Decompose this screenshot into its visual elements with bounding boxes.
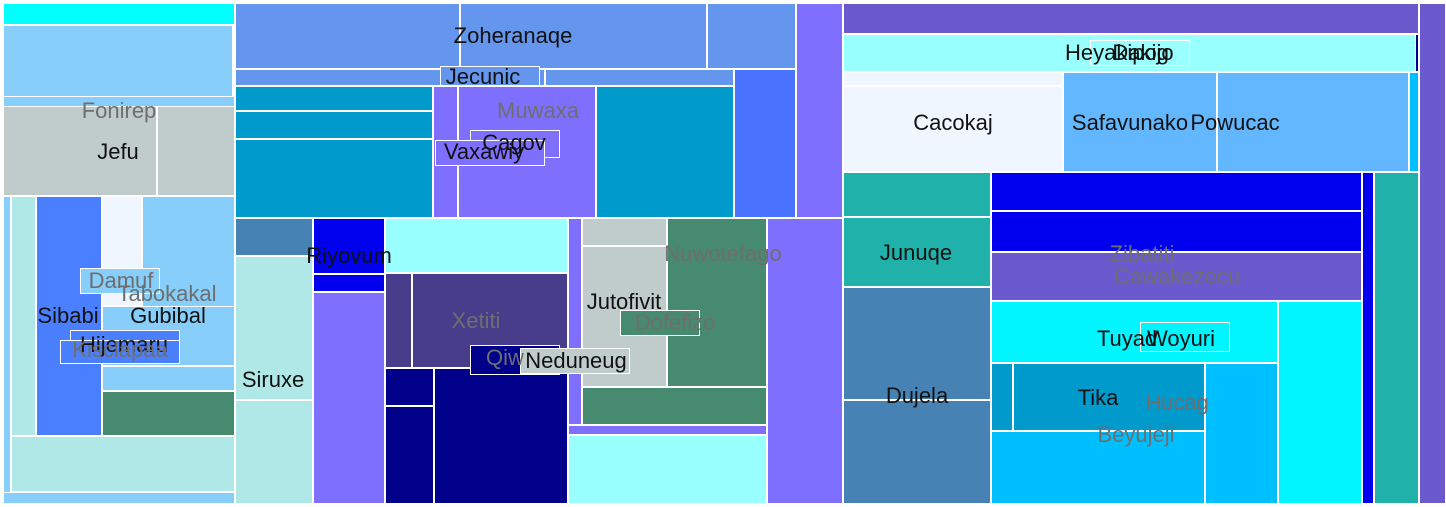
treemap-tile: [235, 400, 313, 504]
treemap-tile: [313, 292, 385, 504]
treemap-tile: [157, 106, 235, 196]
treemap-tile: [385, 218, 568, 273]
treemap-tile-cacokaj: [843, 86, 1063, 172]
treemap-tile-cawakezecu: [991, 252, 1362, 301]
treemap-tile-dujela: [843, 287, 991, 400]
treemap-tile: [3, 196, 11, 494]
treemap-tile-dakijo: [1090, 40, 1190, 66]
treemap-tile: [545, 69, 734, 86]
treemap-tile-siruxe: [235, 256, 313, 400]
treemap-tile: [707, 3, 796, 69]
treemap-tile: [11, 196, 36, 436]
treemap-tile: [991, 172, 1362, 211]
treemap-tile: [385, 406, 434, 504]
treemap-tile: [568, 425, 767, 435]
treemap-tile: [582, 218, 667, 246]
treemap-tile: [313, 274, 385, 292]
treemap-tile: [1419, 3, 1446, 504]
treemap-tile-powucac: [1217, 72, 1409, 172]
treemap-tile-vaxawiy: [435, 140, 545, 166]
treemap-tile: [235, 218, 313, 256]
treemap-tile-hucag: [1205, 363, 1278, 504]
treemap-tile-zoheranaqe: [235, 3, 460, 69]
treemap-tile: [11, 436, 235, 492]
treemap-tile: [1278, 301, 1362, 504]
treemap-tile-beyujeji: [991, 431, 1205, 504]
treemap-tile: [596, 86, 734, 218]
treemap-tile: [568, 218, 582, 425]
treemap-tile-neduneug: [520, 348, 630, 374]
treemap-tile-kisclapaa: [60, 340, 180, 364]
treemap-tile-zibatiti: [991, 211, 1362, 252]
treemap-tile-tika: [1013, 363, 1205, 431]
treemap-tile: [235, 111, 433, 139]
treemap-tile: [385, 273, 412, 368]
treemap-tile: [1415, 34, 1419, 72]
treemap-tile: [843, 3, 1419, 34]
treemap-tile: [1362, 172, 1374, 504]
treemap-tile: [434, 368, 568, 504]
treemap-tile: [102, 366, 235, 391]
treemap-tile: [235, 139, 433, 218]
treemap-tile: [843, 172, 991, 217]
treemap-tile: [568, 435, 767, 504]
treemap-tile-riyovum: [313, 218, 385, 274]
treemap-tile: [582, 387, 767, 425]
treemap-tile: [1374, 172, 1419, 504]
treemap-tile: [235, 86, 433, 111]
treemap-tile-dofefizo: [620, 310, 700, 336]
treemap-tile: [3, 492, 235, 504]
treemap-tile: [385, 368, 434, 406]
treemap-tile-tuyad: [991, 301, 1278, 363]
treemap-tile: [3, 25, 233, 106]
treemap-tile: [102, 391, 235, 436]
treemap-tile-nuwotefago: [667, 218, 767, 387]
treemap-tile-jecunic: [440, 66, 540, 86]
treemap-tile-woyuri: [1140, 322, 1230, 352]
treemap-tile-sibabi: [36, 196, 102, 436]
treemap-tile: [460, 3, 707, 69]
treemap-tile: [843, 72, 1063, 86]
treemap-tile: [734, 69, 796, 218]
treemap-tile-jefu: [3, 106, 157, 196]
treemap-tile: [1409, 72, 1419, 172]
treemap-tile: [843, 400, 991, 504]
treemap-tile: [3, 3, 235, 25]
treemap-tile-damuf: [80, 268, 160, 294]
treemap-tile: [767, 218, 843, 504]
treemap-tile: [796, 3, 843, 218]
treemap-tile: [991, 363, 1013, 431]
treemap-tile-junuqe: [843, 217, 991, 287]
treemap-tile-safavunako: [1063, 72, 1217, 172]
